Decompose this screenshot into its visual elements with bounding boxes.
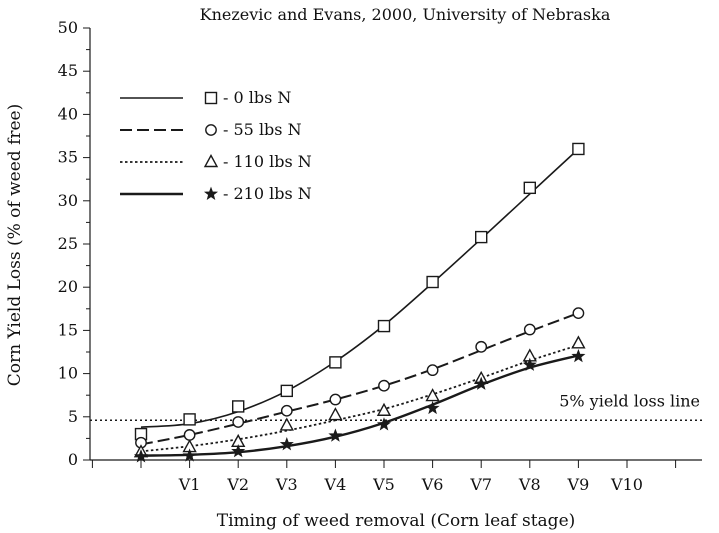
data-point <box>571 348 586 363</box>
data-point <box>280 404 293 417</box>
data-point <box>328 407 343 421</box>
chart-title: Knezevic and Evans, 2000, University of … <box>200 5 611 24</box>
legend-marker <box>203 154 219 168</box>
data-point <box>231 400 245 413</box>
x-tick-label: V6 <box>421 475 444 494</box>
y-axis-title: Corn Yield Loss (% of weed free) <box>5 104 25 387</box>
series-line <box>140 148 579 428</box>
y-tick-label: 20 <box>58 277 78 296</box>
x-tick-label: V1 <box>178 475 201 494</box>
y-tick-label: 35 <box>58 148 78 167</box>
x-tick-label: V4 <box>324 475 347 494</box>
x-tick-label: V8 <box>518 475 541 494</box>
data-point <box>426 364 439 377</box>
x-tick-label: V2 <box>226 475 249 494</box>
x-tick-label: V7 <box>469 475 492 494</box>
series-2 <box>133 335 586 458</box>
data-point <box>329 393 342 406</box>
data-point <box>523 323 536 336</box>
legend: - 0 lbs N - 55 lbs N - 110 lbs N - 210 lbs … <box>120 88 312 203</box>
data-point <box>279 437 294 451</box>
legend-label: - 0 lbs N <box>223 88 291 107</box>
data-point <box>378 379 390 392</box>
y-tick-label: 25 <box>58 234 78 253</box>
data-point <box>376 402 392 416</box>
legend-marker <box>203 186 219 201</box>
data-point <box>279 417 294 431</box>
series-3 <box>133 348 586 463</box>
y-tick-label: 30 <box>58 191 78 210</box>
data-point <box>329 356 342 369</box>
data-point <box>522 357 537 371</box>
data-point <box>376 417 392 431</box>
series-line <box>140 344 579 453</box>
data-point <box>183 413 196 426</box>
data-point <box>231 444 246 458</box>
data-point <box>426 275 439 289</box>
data-point <box>474 376 489 390</box>
y-tick-label: 40 <box>58 104 78 123</box>
legend-label: - 55 lbs N <box>223 120 302 139</box>
legend-label: - 210 lbs N <box>223 184 312 203</box>
y-tick-label: 15 <box>58 320 78 339</box>
series-group <box>133 142 586 463</box>
axes-group: 0 5 10 15 20 25 30 35 40 45 50 V1 V2 V3 V4 V5 V6 V7 V8 V9 V1… <box>58 18 702 494</box>
y-tick-label: 10 <box>58 364 78 383</box>
data-point <box>572 307 585 320</box>
legend-marker <box>205 124 217 136</box>
data-point <box>328 428 343 442</box>
y-tick-label: 50 <box>58 18 78 37</box>
reference-line-label: 5% yield loss line <box>559 391 700 410</box>
data-point <box>182 448 197 462</box>
x-tick-label: V9 <box>567 475 590 494</box>
y-tick-label: 5 <box>68 407 78 426</box>
data-point <box>523 181 536 195</box>
data-point <box>183 429 196 441</box>
x-tick-label: V3 <box>275 475 298 494</box>
data-point <box>571 335 586 349</box>
legend-marker <box>204 91 218 105</box>
data-point <box>425 388 440 402</box>
x-axis-title: Timing of weed removal (Corn leaf stage) <box>217 511 576 531</box>
legend-label: - 110 lbs N <box>223 152 312 171</box>
data-point <box>377 319 391 333</box>
data-point <box>475 340 488 353</box>
y-tick-label: 45 <box>58 61 78 80</box>
series-1 <box>135 307 585 449</box>
x-tick-label: V5 <box>372 475 395 494</box>
data-point <box>475 230 488 244</box>
x-tick-label: V10 <box>610 475 643 494</box>
data-point <box>133 449 149 463</box>
series-line <box>140 312 579 446</box>
data-point <box>280 384 293 398</box>
data-point <box>572 142 585 156</box>
data-point <box>425 400 440 415</box>
series-0 <box>134 142 585 441</box>
series-line <box>140 354 579 457</box>
y-tick-label: 0 <box>68 450 78 469</box>
reference-line-group: 5% yield loss line <box>90 391 702 422</box>
data-point <box>232 416 245 428</box>
